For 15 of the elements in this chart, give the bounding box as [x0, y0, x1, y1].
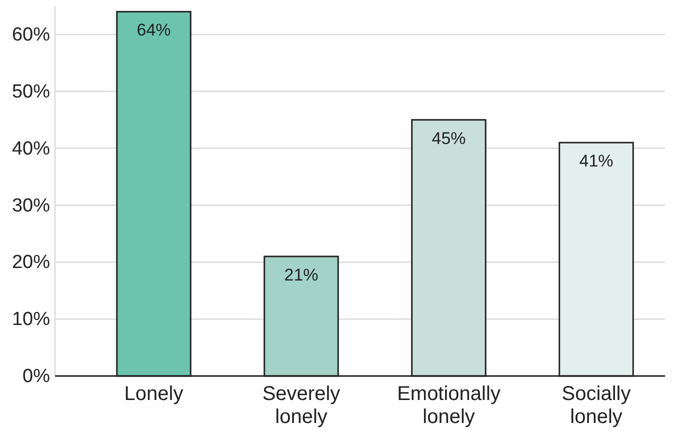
- x-tick-label: Severely lonely: [262, 383, 340, 428]
- y-tick-label: 50%: [12, 81, 50, 102]
- x-tick-label: Emotionally lonely: [397, 383, 500, 428]
- data-label: 64%: [136, 20, 171, 40]
- y-tick-label: 30%: [12, 195, 50, 216]
- x-tick-label: Lonely: [124, 383, 184, 406]
- y-tick-label: 0%: [22, 366, 50, 388]
- y-tick-label: 20%: [12, 252, 50, 274]
- data-label: 45%: [432, 128, 466, 148]
- x-tick-label: Socially lonely: [562, 383, 631, 428]
- data-label: 21%: [284, 265, 318, 284]
- y-tick-label: 60%: [12, 24, 50, 46]
- y-tick-label: 10%: [12, 309, 50, 330]
- data-label: 41%: [579, 152, 614, 171]
- y-tick-label: 40%: [12, 138, 50, 160]
